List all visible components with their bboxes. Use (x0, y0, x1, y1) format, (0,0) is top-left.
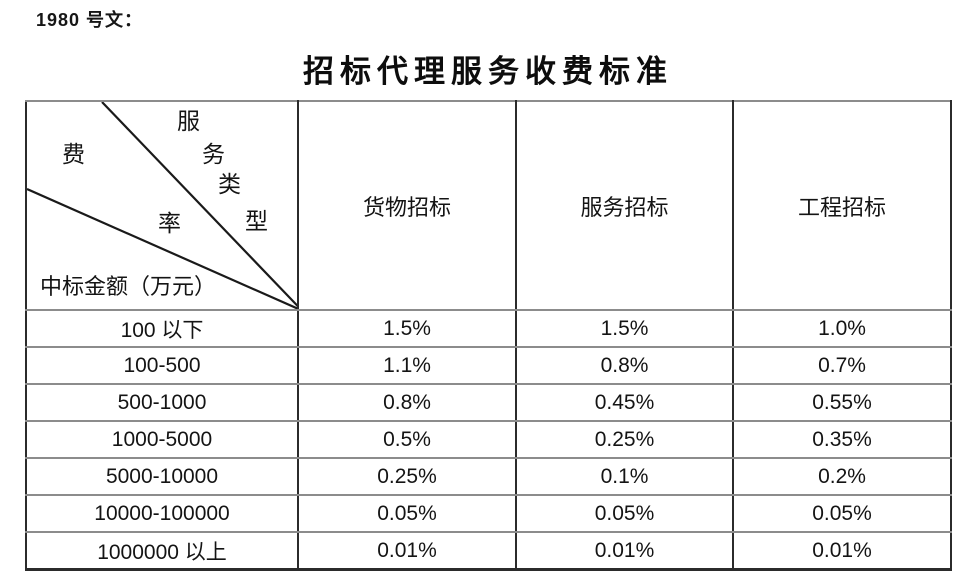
amount-range-cell: 100-500 (25, 346, 299, 385)
column-header-services: 服务招标 (515, 100, 734, 311)
rate-cell: 0.01% (732, 531, 952, 571)
corner-fee-char: 费 (62, 142, 85, 167)
column-header-engineering: 工程招标 (732, 100, 952, 311)
table-row: 500-1000 0.8% 0.45% 0.55% (25, 383, 952, 422)
rate-cell: 0.5% (297, 420, 517, 459)
corner-service-char: 型 (245, 209, 268, 234)
rate-cell: 1.5% (515, 309, 734, 348)
rate-cell: 0.2% (732, 457, 952, 496)
amount-range-cell: 100 以下 (25, 309, 299, 348)
table-row: 100 以下 1.5% 1.5% 1.0% (25, 309, 952, 348)
fee-standard-table: 费 率 服 务 类 型 中标金额（万元） 货物招标 服务招标 工程招标 100 … (25, 100, 952, 571)
table-row: 5000-10000 0.25% 0.1% 0.2% (25, 457, 952, 496)
table-header-row: 费 率 服 务 类 型 中标金额（万元） 货物招标 服务招标 工程招标 (25, 100, 952, 311)
rate-cell: 0.25% (515, 420, 734, 459)
table-row: 10000-100000 0.05% 0.05% 0.05% (25, 494, 952, 533)
diagonal-divider-lines (28, 103, 296, 308)
rate-cell: 0.8% (515, 346, 734, 385)
document-number-label: 1980 号文： (36, 10, 144, 30)
rate-cell: 1.5% (297, 309, 517, 348)
table-row: 1000000 以上 0.01% 0.01% 0.01% (25, 531, 952, 571)
corner-service-char: 类 (218, 172, 241, 197)
rate-cell: 0.45% (515, 383, 734, 422)
rate-cell: 0.05% (732, 494, 952, 533)
rate-cell: 0.8% (297, 383, 517, 422)
amount-range-cell: 10000-100000 (25, 494, 299, 533)
amount-range-cell: 500-1000 (25, 383, 299, 422)
rate-cell: 0.01% (297, 531, 517, 571)
diagonal-corner-header-cell: 费 率 服 务 类 型 中标金额（万元） (25, 100, 299, 311)
page-title: 招标代理服务收费标准 (303, 54, 673, 89)
corner-service-char: 务 (202, 142, 225, 167)
rate-cell: 1.0% (732, 309, 952, 348)
table-row: 1000-5000 0.5% 0.25% 0.35% (25, 420, 952, 459)
corner-amount-label: 中标金额（万元） (40, 274, 217, 299)
rate-cell: 0.05% (297, 494, 517, 533)
amount-range-cell: 5000-10000 (25, 457, 299, 496)
column-header-goods: 货物招标 (297, 100, 517, 311)
rate-cell: 0.25% (297, 457, 517, 496)
rate-cell: 0.35% (732, 420, 952, 459)
rate-cell: 0.05% (515, 494, 734, 533)
rate-cell: 0.1% (515, 457, 734, 496)
amount-range-cell: 1000-5000 (25, 420, 299, 459)
corner-rate-char: 率 (158, 211, 181, 236)
rate-cell: 0.7% (732, 346, 952, 385)
rate-cell: 0.55% (732, 383, 952, 422)
rate-cell: 0.01% (515, 531, 734, 571)
rate-cell: 1.1% (297, 346, 517, 385)
corner-service-char: 服 (177, 109, 200, 134)
amount-range-cell: 1000000 以上 (25, 531, 299, 571)
table-row: 100-500 1.1% 0.8% 0.7% (25, 346, 952, 385)
